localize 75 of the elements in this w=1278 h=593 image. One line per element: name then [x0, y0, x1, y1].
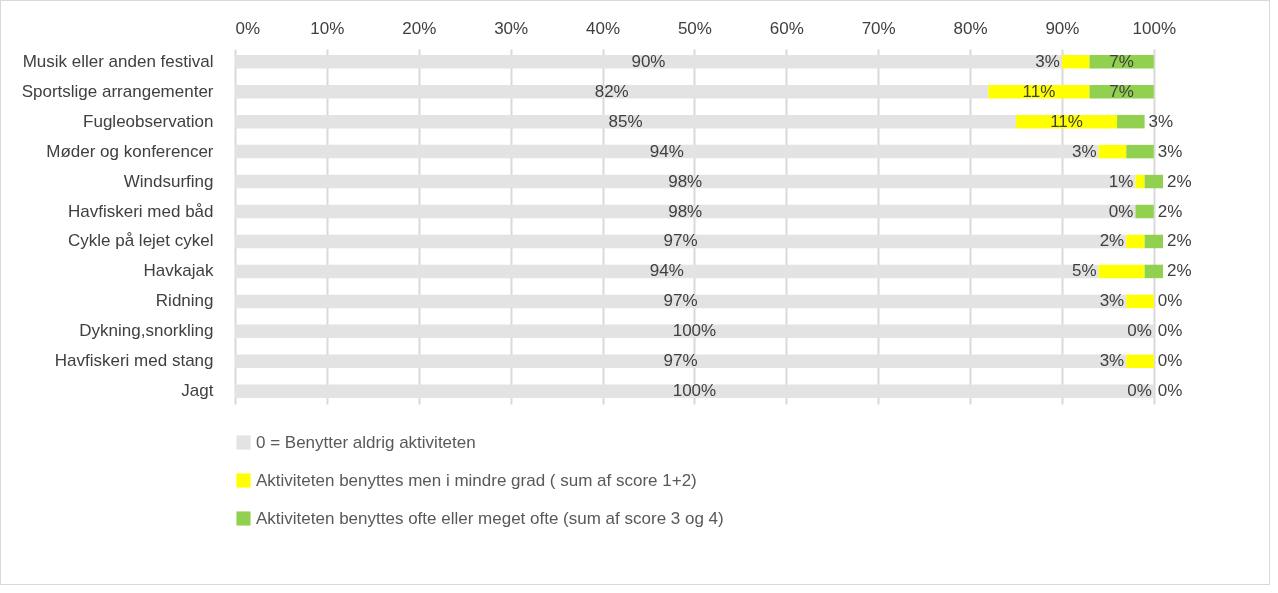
data-label: 94%: [649, 141, 684, 161]
data-label: 100%: [672, 381, 717, 401]
data-label: 85%: [608, 111, 643, 131]
data-label: 7%: [1109, 51, 1134, 71]
legend-label: Aktiviteten benyttes ofte eller meget ofte (sum af score 3 og 4): [256, 508, 724, 528]
legend-label: 0 = Benytter aldrig aktiviteten: [256, 432, 476, 452]
data-label: 2%: [1167, 261, 1192, 281]
y-tick-label: Cykle på lejet cykel: [67, 231, 214, 251]
y-tick-label: Møder og konferencer: [46, 141, 214, 161]
data-label: 3%: [1148, 111, 1174, 131]
y-tick-label: Havfiskeri med stang: [54, 351, 214, 371]
x-tick-label: 100%: [1132, 18, 1177, 38]
data-label: 3%: [1099, 291, 1125, 311]
x-tick-label: 10%: [310, 18, 345, 38]
bar: [1126, 354, 1154, 369]
data-label: 5%: [1072, 261, 1097, 281]
data-label: 0%: [1157, 291, 1183, 311]
data-label: 1%: [1108, 171, 1134, 191]
data-label: 98%: [668, 171, 703, 191]
x-tick-label: 70%: [861, 18, 896, 38]
bar: [1144, 174, 1163, 189]
data-label: 100%: [672, 321, 717, 341]
y-tick-label: Windsurfing: [123, 171, 214, 191]
y-tick-label: Musik eller anden festival: [22, 51, 214, 71]
bar: [1061, 54, 1090, 69]
data-label: 98%: [668, 201, 703, 221]
bar: [1098, 144, 1127, 159]
bar: [1135, 204, 1154, 219]
x-tick-label: 0%: [235, 18, 261, 38]
data-label: 97%: [663, 351, 698, 371]
legend-label: Aktiviteten benyttes men i mindre grad ( sum af score 1+2): [256, 470, 697, 490]
y-tick-label: Jagt: [181, 381, 214, 401]
bar: [1144, 264, 1163, 279]
data-label: 0%: [1157, 381, 1183, 401]
data-label: 0%: [1127, 381, 1152, 401]
bar: [1117, 114, 1145, 129]
data-label: 2%: [1099, 231, 1125, 251]
y-tick-label: Ridning: [155, 291, 214, 311]
data-label: 2%: [1157, 201, 1183, 221]
data-label: 0%: [1108, 201, 1134, 221]
data-label: 82%: [594, 81, 629, 101]
data-label: 2%: [1167, 171, 1192, 191]
x-tick-label: 50%: [677, 18, 712, 38]
bar: [1098, 264, 1145, 279]
data-label: 11%: [1022, 81, 1056, 101]
y-tick-label: Sportslige arrangementer: [21, 81, 214, 101]
y-tick-label: Fugleobservation: [83, 111, 214, 131]
data-label: 94%: [649, 261, 684, 281]
x-tick-label: 20%: [402, 18, 437, 38]
bar: [1126, 294, 1154, 309]
data-label: 3%: [1099, 351, 1125, 371]
x-tick-label: 60%: [769, 18, 804, 38]
data-label: 97%: [663, 231, 698, 251]
y-tick-label: Dykning,snorkling: [79, 321, 214, 341]
y-tick-label: Havkajak: [143, 261, 214, 281]
data-label: 0%: [1157, 351, 1183, 371]
x-tick-label: 90%: [1045, 18, 1080, 38]
data-label: 0%: [1127, 321, 1152, 341]
bar: [1135, 174, 1145, 189]
data-label: 2%: [1167, 231, 1192, 251]
bar: [1144, 234, 1163, 249]
data-label: 90%: [631, 51, 666, 71]
y-tick-label: Havfiskeri med båd: [67, 201, 214, 221]
bar: [1126, 234, 1145, 249]
data-label: 3%: [1035, 51, 1060, 71]
data-label: 3%: [1072, 141, 1097, 161]
data-label: 0%: [1157, 321, 1183, 341]
bar: [1126, 144, 1154, 159]
data-label: 3%: [1157, 141, 1183, 161]
data-label: 11%: [1050, 111, 1083, 131]
x-tick-label: 80%: [953, 18, 988, 38]
x-tick-label: 40%: [586, 18, 621, 38]
data-label: 7%: [1109, 81, 1134, 101]
data-label: 97%: [663, 291, 698, 311]
x-tick-label: 30%: [494, 18, 529, 38]
